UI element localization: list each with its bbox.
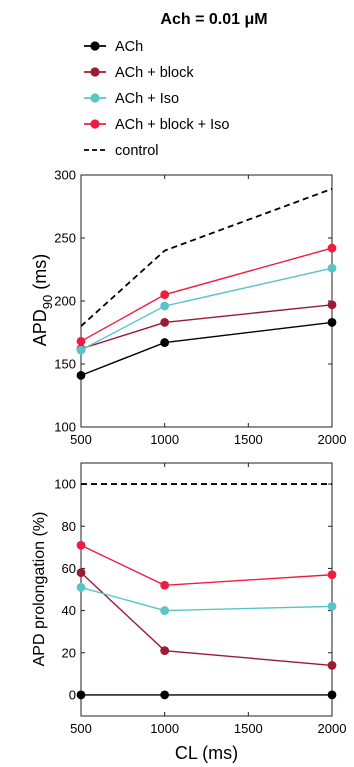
x-tick-label: 1000	[150, 721, 179, 736]
data-point	[327, 661, 337, 670]
figure-title: Ach = 0.01 μM	[160, 11, 267, 28]
legend-item-control: control	[84, 143, 159, 159]
data-point	[160, 646, 170, 656]
y-tick-label: 20	[62, 645, 76, 660]
data-point	[160, 606, 170, 615]
y-tick-label: 150	[54, 357, 76, 372]
y-tick-label: 80	[62, 519, 76, 534]
data-point	[327, 601, 337, 611]
data-point	[76, 568, 86, 578]
data-point	[160, 301, 170, 311]
x-tick-label: 500	[70, 721, 92, 736]
series-ach	[76, 318, 337, 380]
data-point	[76, 336, 86, 346]
legend-item-ach-block: ACh + block	[84, 65, 194, 81]
panel-apd-prolongation: 500 1000 1500 2000 0 20 40 60 80 100 APD prolongat…	[31, 462, 347, 763]
legend-item-ach: ACh	[84, 39, 143, 55]
x-tick-label: 500	[70, 432, 92, 447]
series-line	[80, 572, 333, 667]
data-point	[160, 690, 170, 700]
series-ach	[76, 690, 337, 700]
y-axis-label-main: APD	[30, 309, 50, 346]
x-tick-label: 2000	[318, 721, 347, 736]
y-tick-label: 0	[69, 687, 76, 702]
plot-area	[80, 174, 333, 428]
x-tick-label: 2000	[318, 432, 347, 447]
y-axis-label-unit: (ms)	[30, 254, 50, 295]
y-tick-label: 100	[54, 420, 76, 435]
legend: ACh ACh + block ACh + Iso ACh + block + Iso…	[84, 39, 229, 159]
series-ach-block-iso	[76, 243, 337, 346]
x-axis-label: CL (ms)	[175, 743, 238, 763]
x-tick-label: 1500	[234, 432, 263, 447]
data-point	[327, 690, 337, 700]
y-axis-label-subscript: 90	[40, 295, 55, 309]
data-point	[76, 582, 86, 592]
y-tick-label: 250	[54, 231, 76, 246]
legend-label: ACh	[115, 39, 143, 55]
plot-area	[80, 462, 333, 717]
y-axis-label: APD90 (ms)	[30, 254, 55, 346]
legend-marker	[90, 119, 100, 129]
data-point	[327, 263, 337, 273]
legend-item-ach-block-iso: ACh + block + Iso	[84, 117, 229, 133]
legend-label: ACh + block	[115, 65, 194, 81]
legend-label: ACh + Iso	[115, 91, 179, 107]
y-axis-label: APD prolongation (%)	[31, 512, 48, 667]
data-point	[76, 540, 86, 550]
x-tick-label: 1000	[150, 432, 179, 447]
data-point	[160, 290, 170, 300]
series-ach-block	[76, 568, 337, 670]
x-tick-label: 1500	[234, 721, 263, 736]
data-point	[327, 570, 337, 580]
data-point	[327, 300, 337, 310]
y-tick-label: 60	[62, 561, 76, 576]
data-point	[327, 243, 337, 253]
series-ach-iso	[76, 263, 337, 355]
series-control	[80, 188, 333, 327]
legend-label: control	[115, 143, 159, 159]
y-tick-label: 300	[54, 168, 76, 183]
data-point	[76, 690, 86, 700]
legend-marker	[90, 67, 100, 77]
data-point	[327, 318, 337, 327]
data-point	[76, 370, 86, 380]
data-point	[160, 580, 170, 590]
legend-marker	[90, 93, 100, 103]
panel-apd90: 500 1000 1500 2000 100 150 200 250 300 APD90 (ms)	[30, 168, 346, 448]
y-axis-label-main: APD prolongation (%)	[31, 512, 48, 667]
legend-marker	[90, 41, 100, 51]
data-point	[76, 345, 86, 355]
y-tick-label: 200	[54, 294, 76, 309]
y-tick-label: 100	[54, 477, 76, 492]
series-line	[80, 544, 333, 586]
data-point	[160, 318, 170, 327]
data-point	[160, 338, 170, 347]
y-tick-label: 40	[62, 603, 76, 618]
series-line	[80, 188, 333, 327]
series-ach-block-iso	[76, 540, 337, 590]
legend-label: ACh + block + Iso	[115, 117, 229, 133]
legend-item-ach-iso: ACh + Iso	[84, 91, 179, 107]
series-ach-iso	[76, 582, 337, 615]
